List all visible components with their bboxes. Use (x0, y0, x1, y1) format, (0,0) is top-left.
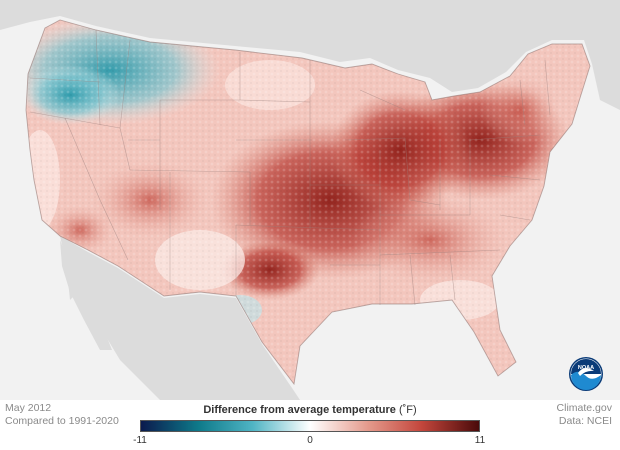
noaa-logo-icon: NOAA (569, 357, 603, 391)
temperature-anomaly-map: NOAA (0, 0, 620, 400)
atlantic-land-fragment (592, 52, 620, 110)
caption-source: Data: NCEI (558, 415, 612, 427)
legend-min-label: -11 (133, 435, 147, 446)
mexico-land (60, 236, 300, 400)
svg-text:NOAA: NOAA (578, 365, 594, 371)
caption-date: May 2012 (5, 402, 52, 414)
legend-unit: (˚F) (398, 404, 417, 416)
us-anomaly-field (26, 20, 590, 384)
legend-title-wrapper: Difference from average temperature (˚F) (140, 404, 480, 416)
legend-title: Difference from average temperature (203, 404, 396, 416)
legend-max-label: 11 (474, 435, 486, 446)
baja-land (60, 240, 112, 350)
caption-baseline: Compared to 1991-2020 (5, 415, 119, 427)
state-boundaries (25, 19, 591, 386)
map-svg (0, 0, 620, 400)
caption-credit: Climate.gov (556, 402, 612, 414)
canada-land (0, 0, 620, 92)
legend-color-bar (140, 420, 480, 432)
legend-mid-label: 0 (307, 435, 313, 446)
